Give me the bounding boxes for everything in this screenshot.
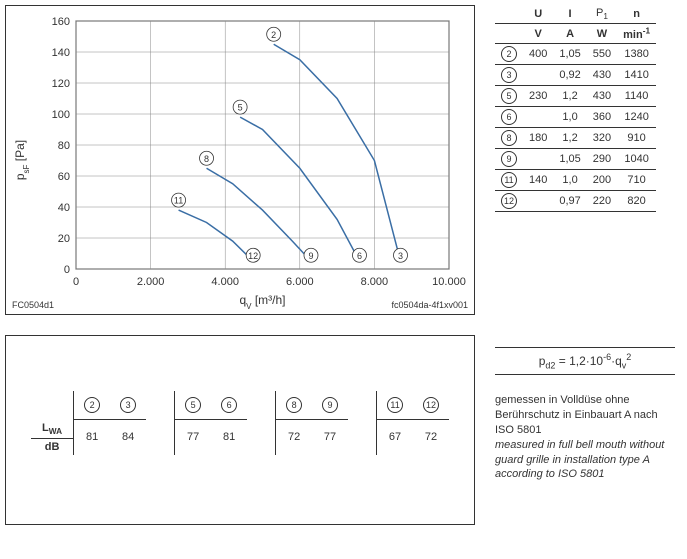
svg-text:140: 140 [52, 47, 70, 59]
svg-text:100: 100 [52, 109, 70, 121]
svg-text:120: 120 [52, 78, 70, 90]
note-de: gemessen in Volldüse ohne Berührschutz i… [495, 393, 675, 438]
measurement-notes: gemessen in Volldüse ohne Berührschutz i… [495, 393, 675, 482]
svg-text:11: 11 [174, 196, 183, 206]
right-column: UIP1nVAWmin-124001,05550138030,924301410… [495, 5, 675, 525]
svg-text:160: 160 [52, 16, 70, 28]
chart-svg: 0 20 40 60 80 100 120 140 160 0 2.000 4.000 6.000 8.0… [6, 6, 474, 314]
svg-text:4.000: 4.000 [211, 276, 239, 288]
note-en: measured in full bell mouth without guar… [495, 438, 675, 483]
svg-text:6.000: 6.000 [286, 276, 314, 288]
svg-text:2: 2 [271, 30, 276, 40]
sound-table: 2356891112LWA8184778172776772dB [31, 391, 449, 455]
svg-text:9: 9 [308, 251, 313, 261]
svg-text:0: 0 [73, 276, 79, 288]
svg-text:qV [m³/h]: qV [m³/h] [239, 293, 285, 311]
svg-text:FC0504d1: FC0504d1 [12, 300, 54, 310]
sound-power-table-box: 2356891112LWA8184778172776772dB [5, 335, 475, 525]
svg-text:psF [Pa]: psF [Pa] [13, 140, 31, 180]
page-layout: 0 20 40 60 80 100 120 140 160 0 2.000 4.000 6.000 8.0… [5, 5, 687, 525]
svg-text:12: 12 [248, 251, 258, 261]
performance-chart: 0 20 40 60 80 100 120 140 160 0 2.000 4.000 6.000 8.0… [5, 5, 475, 315]
svg-text:fc0504da-4f1xv001: fc0504da-4f1xv001 [391, 300, 468, 310]
formula-box: pd2 = 1,2·10-6·qv2 [495, 347, 675, 375]
formula-text: pd2 = 1,2·10-6·qv2 [539, 354, 632, 368]
svg-text:40: 40 [58, 202, 70, 214]
svg-text:8: 8 [204, 154, 209, 164]
svg-text:3: 3 [398, 251, 403, 261]
svg-text:5: 5 [238, 103, 243, 113]
svg-text:10.000: 10.000 [432, 276, 466, 288]
svg-text:0: 0 [64, 264, 70, 276]
svg-text:80: 80 [58, 140, 70, 152]
left-column: 0 20 40 60 80 100 120 140 160 0 2.000 4.000 6.000 8.0… [5, 5, 475, 525]
svg-text:6: 6 [357, 251, 362, 261]
sound-table-wrap: 2356891112LWA8184778172776772dB [31, 391, 449, 455]
svg-text:20: 20 [58, 233, 70, 245]
svg-text:60: 60 [58, 171, 70, 183]
spec-table: UIP1nVAWmin-124001,05550138030,924301410… [495, 5, 656, 212]
svg-text:8.000: 8.000 [361, 276, 389, 288]
svg-text:2.000: 2.000 [137, 276, 165, 288]
